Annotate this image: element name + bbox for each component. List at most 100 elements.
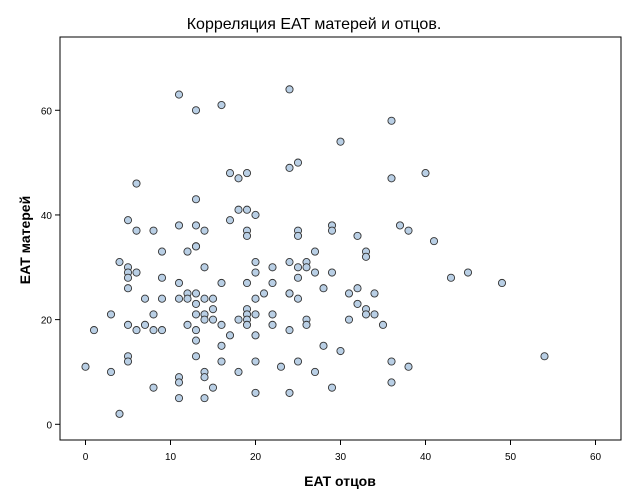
- data-point: [81, 362, 90, 371]
- data-point: [497, 278, 507, 288]
- data-points: [81, 85, 549, 418]
- data-point: [353, 299, 362, 308]
- data-point: [200, 394, 209, 403]
- data-point: [149, 226, 158, 235]
- data-point: [208, 305, 218, 314]
- data-point: [200, 226, 209, 235]
- data-point: [404, 226, 413, 235]
- data-point: [540, 352, 549, 361]
- data-point: [200, 315, 209, 324]
- data-point: [370, 289, 379, 298]
- data-point: [268, 320, 277, 329]
- data-point: [285, 85, 294, 94]
- data-point: [149, 310, 158, 319]
- data-point: [123, 357, 133, 366]
- data-point: [217, 278, 226, 288]
- data-point: [404, 362, 413, 371]
- data-point: [327, 383, 337, 392]
- data-point: [123, 216, 133, 225]
- y-tick-label: 0: [46, 420, 52, 431]
- data-point: [293, 263, 303, 272]
- data-point: [106, 310, 116, 319]
- data-point: [251, 331, 260, 340]
- data-point: [421, 169, 430, 178]
- data-point: [234, 315, 243, 324]
- data-point: [285, 163, 294, 172]
- data-point: [174, 394, 184, 403]
- data-point: [191, 299, 201, 308]
- data-point: [208, 383, 218, 392]
- data-point: [387, 174, 396, 183]
- data-point: [191, 195, 201, 204]
- data-point: [149, 383, 158, 392]
- data-point: [361, 252, 371, 261]
- x-tick-label: 50: [505, 452, 517, 463]
- y-tick-label: 20: [41, 316, 53, 327]
- data-point: [191, 289, 201, 298]
- data-point: [336, 346, 345, 356]
- data-point: [242, 320, 252, 329]
- y-tick-label: 60: [41, 106, 53, 117]
- x-axis-label: EAT отцов: [304, 473, 376, 489]
- data-point: [208, 315, 218, 324]
- data-point: [157, 294, 167, 303]
- data-point: [302, 320, 311, 329]
- data-point: [429, 237, 439, 246]
- data-point: [157, 326, 167, 335]
- data-point: [293, 158, 303, 167]
- data-point: [251, 310, 260, 319]
- data-point: [174, 294, 184, 303]
- data-point: [208, 294, 218, 303]
- data-point: [183, 247, 192, 256]
- data-point: [268, 310, 277, 319]
- data-point: [234, 174, 243, 183]
- data-point: [285, 258, 294, 267]
- data-point: [353, 284, 362, 293]
- data-point: [200, 263, 209, 272]
- data-point: [268, 263, 277, 272]
- data-point: [251, 210, 260, 219]
- data-point: [276, 362, 286, 371]
- data-point: [174, 221, 184, 230]
- data-point: [234, 367, 243, 377]
- data-point: [225, 216, 235, 225]
- data-point: [191, 336, 201, 345]
- data-point: [217, 100, 226, 110]
- data-point: [319, 341, 328, 350]
- data-point: [123, 273, 133, 282]
- data-point: [395, 221, 405, 230]
- x-tick-label: 20: [250, 452, 262, 463]
- data-point: [446, 273, 456, 282]
- data-point: [123, 284, 133, 293]
- data-point: [225, 169, 235, 178]
- data-point: [310, 268, 320, 277]
- data-point: [327, 268, 337, 277]
- data-point: [242, 169, 252, 178]
- data-point: [353, 231, 362, 240]
- plot-frame: [59, 36, 622, 441]
- data-point: [285, 388, 294, 397]
- x-tick-label: 10: [165, 452, 177, 463]
- data-point: [268, 278, 277, 288]
- data-point: [191, 106, 201, 115]
- data-point: [149, 326, 158, 335]
- data-point: [115, 409, 124, 418]
- data-point: [132, 326, 141, 335]
- data-point: [293, 273, 303, 282]
- chart-title: Корреляция EAT матерей и отцов.: [187, 16, 442, 33]
- y-axis-ticks: 0 20 40 60: [41, 106, 60, 431]
- data-point: [378, 320, 388, 329]
- data-point: [140, 294, 150, 303]
- data-point: [242, 231, 252, 240]
- data-point: [132, 226, 141, 235]
- data-point: [251, 388, 260, 397]
- data-point: [242, 278, 252, 288]
- data-point: [387, 357, 396, 366]
- data-point: [157, 273, 167, 282]
- data-point: [310, 247, 320, 256]
- data-point: [361, 310, 371, 319]
- data-point: [251, 258, 260, 267]
- data-point: [310, 367, 320, 377]
- data-point: [387, 378, 396, 387]
- x-tick-label: 40: [420, 452, 432, 463]
